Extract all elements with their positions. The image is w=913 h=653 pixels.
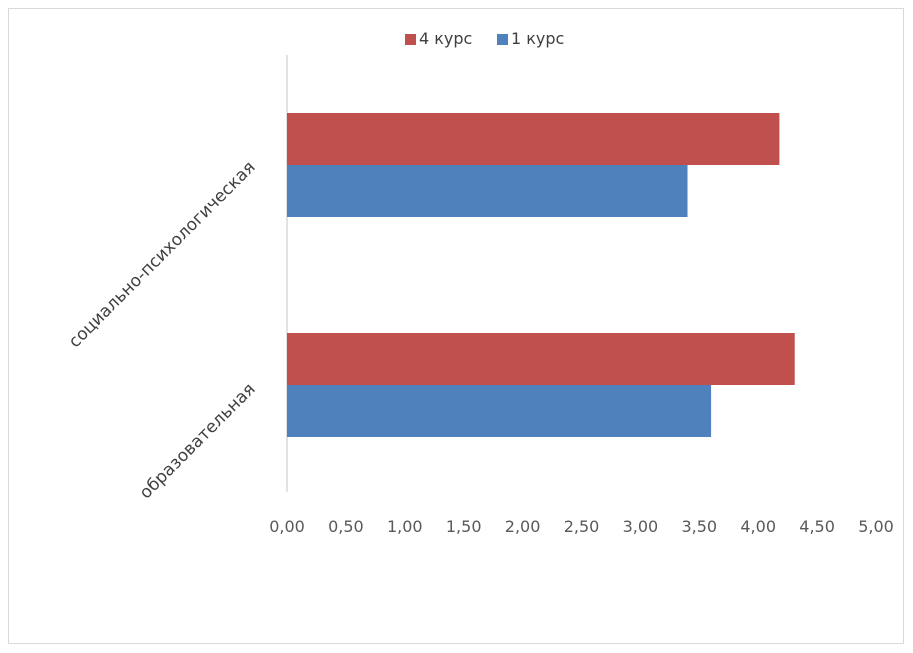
x-tick-label: 2,00: [505, 517, 541, 536]
bar-1-series-1: [287, 113, 780, 165]
legend-label: 4 курс: [419, 29, 472, 48]
category-label: образовательная: [136, 379, 260, 503]
x-tick-label: 5,00: [858, 517, 894, 536]
bar-1-series-2: [287, 165, 688, 217]
legend-swatch: [405, 34, 416, 45]
legend: 4 курс 1 курс: [405, 29, 564, 48]
category-label: социально-психологическая: [65, 157, 260, 352]
x-tick-label: 0,00: [269, 517, 305, 536]
x-tick-label: 1,00: [387, 517, 423, 536]
x-tick-labels: 0,00 0,50 1,00 1,50 2,00 2,50 3,00 3,50 4,00 4,50…: [269, 517, 894, 536]
x-tick-label: 2,50: [564, 517, 600, 536]
legend-label: 1 курс: [511, 29, 564, 48]
x-tick-label: 1,50: [446, 517, 482, 536]
bar-2-series-2: [287, 385, 712, 437]
category-labels: социально-психологическая образовательная: [65, 157, 260, 503]
x-tick-label: 4,00: [740, 517, 776, 536]
legend-swatch: [497, 34, 508, 45]
x-tick-label: 4,50: [799, 517, 835, 536]
x-tick-label: 3,50: [681, 517, 717, 536]
bar-2-series-1: [287, 333, 795, 385]
x-tick-label: 0,50: [328, 517, 364, 536]
x-tick-label: 3,00: [623, 517, 659, 536]
bars-group: [287, 113, 795, 437]
